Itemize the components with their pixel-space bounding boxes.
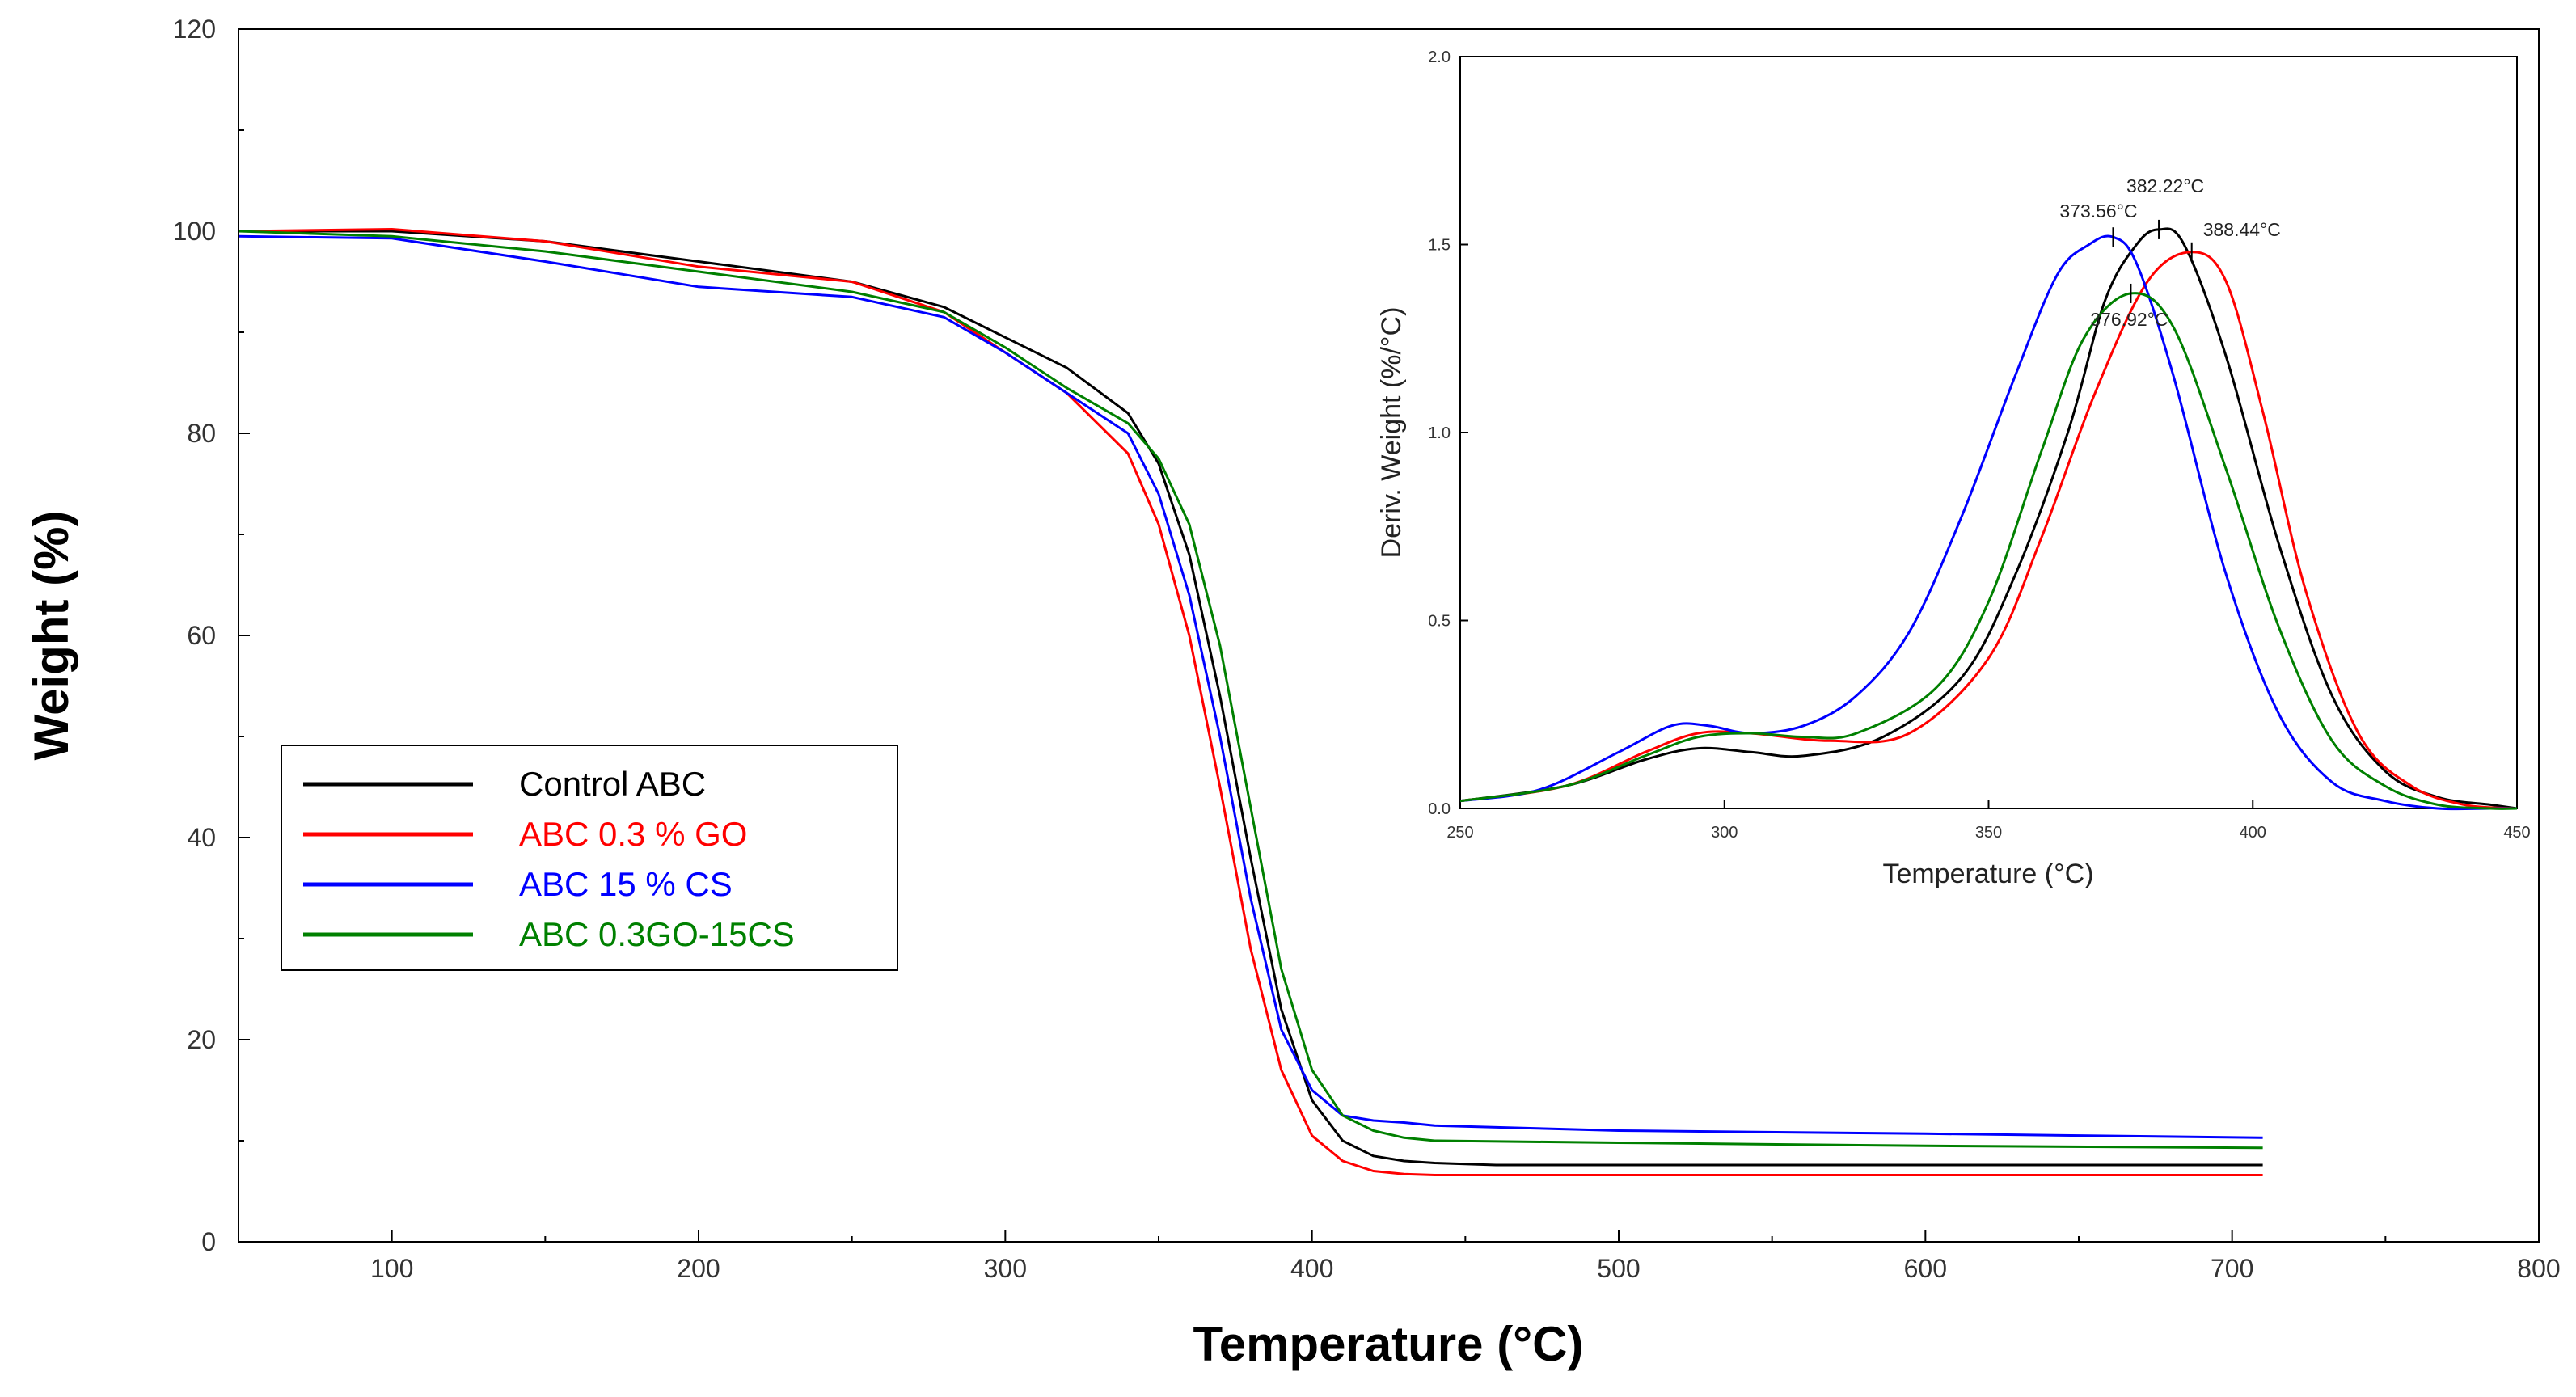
main-x-tick-label: 200 bbox=[677, 1254, 720, 1283]
main-y-tick-label: 120 bbox=[173, 15, 216, 44]
main-series-line-abc-0-3go-15cs bbox=[238, 230, 2263, 1150]
inset-y-tick-label: 2.0 bbox=[1428, 49, 1451, 66]
peak-label-abc-0-3go-15cs: 376.92°C bbox=[2090, 309, 2168, 330]
main-x-tick-label: 100 bbox=[370, 1254, 413, 1283]
legend-label-abc-go: ABC 0.3 % GO bbox=[519, 815, 747, 853]
main-x-tick-label: 600 bbox=[1904, 1254, 1947, 1283]
legend: Control ABC ABC 0.3 % GO ABC 15 % CS ABC… bbox=[281, 745, 898, 971]
inset-background bbox=[1384, 37, 2524, 926]
main-y-tick-label: 100 bbox=[173, 217, 216, 246]
inset-series-line-abc-0-3-go bbox=[1459, 251, 2518, 810]
peak-label-abc-15-cs: 373.56°C bbox=[2059, 200, 2137, 222]
legend-label-control-abc: Control ABC bbox=[519, 765, 706, 803]
main-y-tick-label: 80 bbox=[187, 419, 216, 448]
main-x-tick-label: 800 bbox=[2517, 1254, 2560, 1283]
inset-x-tick-label: 400 bbox=[2240, 824, 2266, 842]
main-y-axis-title: Weight (%) bbox=[24, 511, 78, 761]
main-y-tick-label: 0 bbox=[201, 1227, 216, 1256]
inset-x-tick-label: 300 bbox=[1711, 824, 1738, 842]
inset-x-tick-label: 350 bbox=[1975, 824, 2002, 842]
inset-y-ticks: 0.0 0.5 1.0 1.5 2.0 bbox=[1428, 49, 1468, 818]
main-y-tick-label: 40 bbox=[187, 823, 216, 852]
legend-label-abc-go-cs: ABC 0.3GO-15CS bbox=[519, 915, 795, 953]
peak-label-abc-0-3-go: 388.44°C bbox=[2203, 219, 2281, 240]
main-series-line-abc-0-3-go bbox=[238, 228, 2263, 1176]
main-x-tick-label: 400 bbox=[1290, 1254, 1333, 1283]
main-y-tick-label: 60 bbox=[187, 621, 216, 650]
inset-x-axis-title: Temperature (°C) bbox=[1882, 859, 2093, 889]
main-x-ticks: 100 200 300 400 500 600 700 800 bbox=[238, 1230, 2561, 1283]
main-series-line-control-abc bbox=[239, 230, 2263, 1167]
main-x-axis-title: Temperature (°C) bbox=[1193, 1317, 1584, 1371]
inset-x-tick-label: 450 bbox=[2503, 824, 2530, 842]
main-x-tick-label: 500 bbox=[1597, 1254, 1640, 1283]
inset-series-line-abc-15-cs bbox=[1459, 234, 2517, 811]
main-x-tick-label: 300 bbox=[984, 1254, 1027, 1283]
legend-label-abc-cs: ABC 15 % CS bbox=[519, 865, 733, 903]
inset-y-tick-label: 1.5 bbox=[1428, 237, 1451, 255]
main-series-line-abc-15-cs bbox=[238, 234, 2263, 1139]
main-tga-chart: 100 200 300 400 500 600 700 800 0 20 40 60 80 100 120… bbox=[24, 15, 2561, 1371]
main-x-tick-label: 700 bbox=[2211, 1254, 2253, 1283]
inset-y-tick-label: 1.0 bbox=[1428, 424, 1451, 442]
inset-y-axis-title: Deriv. Weight (%/°C) bbox=[1376, 307, 1407, 559]
main-y-tick-label: 20 bbox=[187, 1025, 216, 1054]
inset-dtg-chart: 250 300 350 400 450 0.0 0.5 1.0 1.5 2.0 373.56°C… bbox=[1376, 37, 2531, 926]
inset-y-tick-label: 0.5 bbox=[1428, 613, 1451, 631]
inset-y-tick-label: 0.0 bbox=[1428, 800, 1451, 818]
inset-x-tick-label: 250 bbox=[1446, 824, 1473, 842]
inset-x-ticks: 250 300 350 400 450 bbox=[1446, 800, 2531, 842]
inset-peak-annotations: 373.56°C 382.22°C 388.44°C 376.92°C bbox=[2059, 175, 2280, 330]
peak-label-control-abc: 382.22°C bbox=[2126, 175, 2204, 196]
inset-series-line-abc-0-3go-15cs bbox=[1459, 292, 2518, 810]
inset-series-group bbox=[1459, 227, 2518, 811]
main-series-group bbox=[238, 228, 2263, 1176]
